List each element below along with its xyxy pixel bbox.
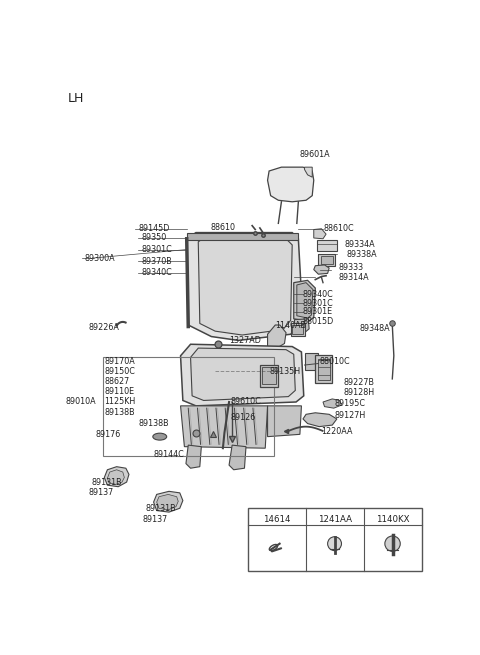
Text: 89135H: 89135H	[269, 367, 300, 376]
Bar	[304, 353, 318, 369]
Text: 89128H: 89128H	[343, 388, 374, 398]
Text: 89226A: 89226A	[88, 323, 119, 332]
Text: 88015D: 88015D	[303, 316, 334, 326]
Text: 89110E: 89110E	[104, 386, 134, 396]
Circle shape	[385, 536, 400, 552]
Text: 89137: 89137	[143, 515, 168, 523]
Polygon shape	[180, 406, 267, 448]
Polygon shape	[156, 495, 178, 510]
Text: 14614: 14614	[263, 515, 290, 523]
Text: 89338A: 89338A	[346, 250, 377, 259]
Text: 1140AB: 1140AB	[275, 320, 306, 329]
Polygon shape	[267, 406, 301, 437]
Polygon shape	[108, 470, 124, 485]
Text: 1220AA: 1220AA	[322, 427, 353, 436]
Text: LH: LH	[67, 92, 84, 105]
Text: 89601A: 89601A	[300, 149, 331, 159]
Bar	[315, 355, 332, 383]
Text: 89138B: 89138B	[104, 407, 135, 417]
Text: 89348A: 89348A	[359, 324, 390, 333]
Polygon shape	[198, 238, 292, 335]
Polygon shape	[297, 283, 313, 318]
Polygon shape	[303, 413, 337, 426]
Polygon shape	[187, 233, 301, 341]
Polygon shape	[314, 265, 329, 274]
Polygon shape	[314, 229, 326, 239]
Ellipse shape	[153, 433, 167, 440]
Bar	[260, 365, 278, 386]
Text: 89300A: 89300A	[84, 253, 115, 263]
Text: 89170A: 89170A	[104, 357, 135, 365]
Polygon shape	[267, 167, 314, 202]
Polygon shape	[154, 491, 183, 512]
Text: 89195C: 89195C	[335, 399, 366, 408]
Text: 88610C: 88610C	[323, 224, 354, 233]
Text: 1327AD: 1327AD	[229, 336, 261, 345]
Bar	[262, 367, 276, 384]
Text: 88627: 88627	[104, 377, 130, 386]
Text: 89127H: 89127H	[335, 411, 366, 421]
Bar	[292, 325, 303, 334]
Text: 1125KH: 1125KH	[104, 398, 135, 407]
Polygon shape	[191, 348, 295, 400]
Bar	[318, 254, 336, 267]
Text: 89350: 89350	[141, 233, 167, 242]
Text: 89150C: 89150C	[104, 367, 135, 376]
Text: 89126: 89126	[230, 413, 256, 422]
Text: 89138B: 89138B	[138, 419, 169, 428]
Bar	[248, 508, 421, 571]
Polygon shape	[323, 399, 341, 408]
Text: 89610C: 89610C	[230, 398, 261, 407]
Polygon shape	[104, 466, 129, 487]
Circle shape	[328, 536, 341, 551]
Polygon shape	[186, 445, 201, 468]
Text: 89227B: 89227B	[343, 378, 374, 387]
Bar	[318, 359, 330, 381]
Polygon shape	[267, 325, 286, 348]
Text: 88010C: 88010C	[319, 357, 350, 365]
Text: 1241AA: 1241AA	[318, 515, 351, 523]
Text: 89301C: 89301C	[303, 299, 334, 308]
Polygon shape	[229, 445, 246, 470]
Text: 89340C: 89340C	[303, 290, 334, 299]
Text: 89176: 89176	[95, 430, 120, 439]
Bar	[317, 240, 337, 251]
Text: 89314A: 89314A	[338, 272, 369, 282]
Polygon shape	[295, 319, 309, 333]
Bar	[321, 257, 333, 264]
Polygon shape	[294, 280, 315, 321]
Polygon shape	[187, 233, 299, 240]
Bar	[103, 358, 274, 456]
Text: 89334A: 89334A	[345, 240, 375, 249]
Text: 89137: 89137	[89, 489, 114, 497]
Text: 89144C: 89144C	[154, 450, 184, 459]
Text: 89301C: 89301C	[141, 245, 172, 254]
Text: 89301E: 89301E	[303, 307, 333, 316]
Text: 89145D: 89145D	[138, 224, 169, 233]
Polygon shape	[180, 345, 304, 406]
Text: 89340C: 89340C	[141, 268, 172, 277]
Text: 89333: 89333	[338, 263, 363, 272]
Text: 89131B: 89131B	[146, 504, 177, 513]
Text: 89131B: 89131B	[92, 477, 122, 487]
Text: 89370B: 89370B	[141, 257, 172, 265]
Bar	[291, 324, 304, 336]
Text: 88610: 88610	[211, 223, 236, 232]
Polygon shape	[304, 167, 312, 177]
Text: 89010A: 89010A	[66, 398, 96, 407]
Text: 1140KX: 1140KX	[376, 515, 409, 523]
